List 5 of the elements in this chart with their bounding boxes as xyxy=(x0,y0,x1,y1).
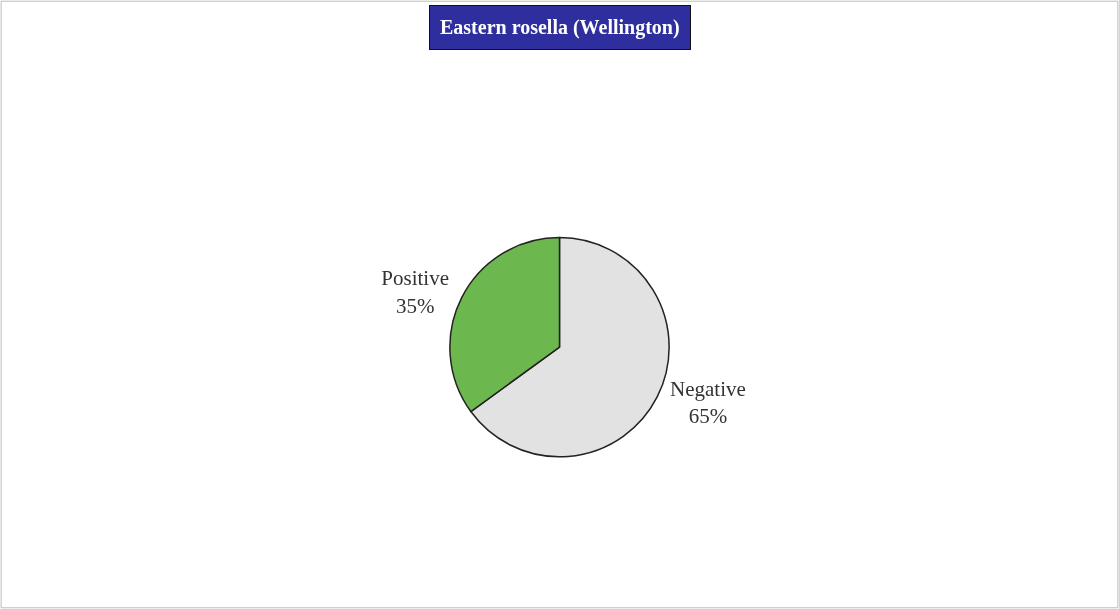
slice-label: Positive xyxy=(381,266,449,291)
data-label: 35% xyxy=(395,293,435,318)
data-label: 65% xyxy=(688,403,728,428)
chart-title: Eastern rosella (Wellington) xyxy=(440,16,680,39)
slice-label: Negative xyxy=(670,376,746,401)
